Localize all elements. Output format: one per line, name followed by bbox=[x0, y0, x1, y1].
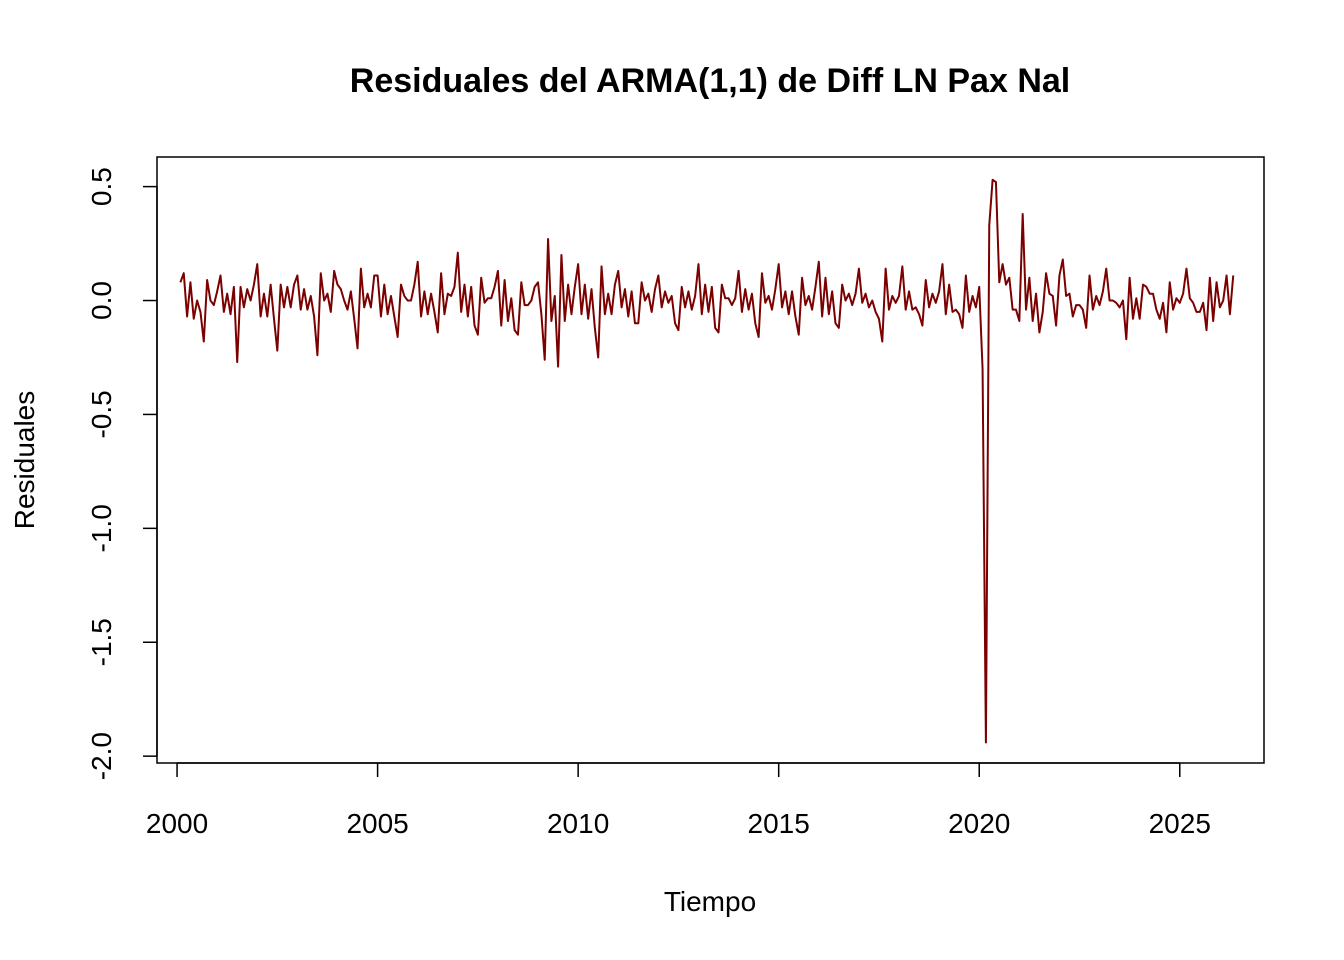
y-tick-label: -0.5 bbox=[86, 390, 117, 438]
x-axis: 2000 2005 2010 2015 2020 2025 bbox=[146, 762, 1211, 839]
x-tick-label: 2020 bbox=[948, 808, 1010, 839]
x-axis-label: Tiempo bbox=[664, 886, 756, 917]
x-tick-label: 2005 bbox=[346, 808, 408, 839]
y-axis: 0.5 0.0 -0.5 -1.0 -1.5 -2.0 bbox=[86, 167, 158, 780]
y-tick-label: -1.0 bbox=[86, 504, 117, 552]
y-tick-label: 0.5 bbox=[86, 167, 117, 206]
x-tick-label: 2010 bbox=[547, 808, 609, 839]
y-axis-label: Residuales bbox=[9, 391, 40, 530]
x-tick-label: 2025 bbox=[1149, 808, 1211, 839]
x-tick-label: 2000 bbox=[146, 808, 208, 839]
y-tick-label: 0.0 bbox=[86, 281, 117, 320]
y-tick-label: -1.5 bbox=[86, 618, 117, 666]
residuals-series-line bbox=[179, 178, 1235, 744]
x-tick-label: 2015 bbox=[748, 808, 810, 839]
chart-title: Residuales del ARMA(1,1) de Diff LN Pax … bbox=[350, 62, 1070, 100]
plot-frame bbox=[156, 156, 1265, 764]
y-tick-label: -2.0 bbox=[86, 732, 117, 780]
